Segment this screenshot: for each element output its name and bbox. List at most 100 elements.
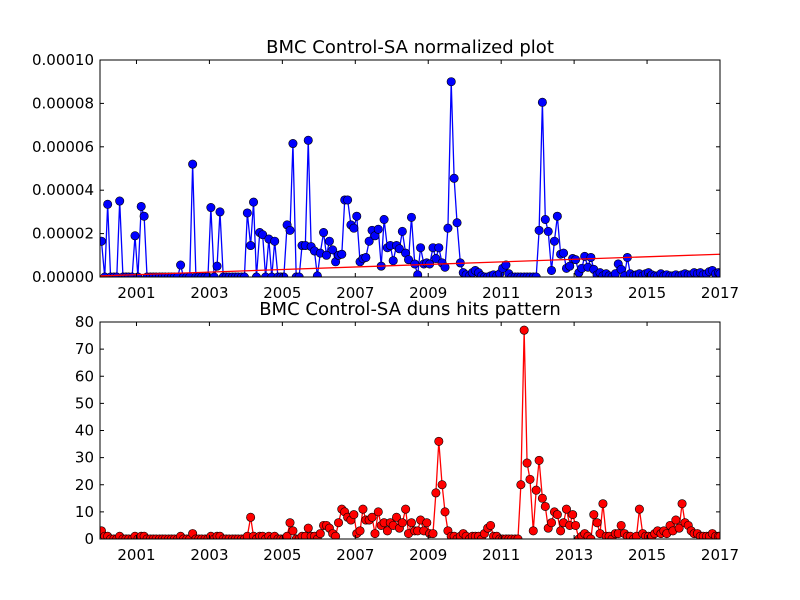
x-tick-label: 2011 bbox=[482, 546, 520, 564]
y-tick-label: 0.00010 bbox=[32, 51, 94, 69]
data-point bbox=[422, 518, 432, 528]
data-point bbox=[449, 173, 459, 183]
x-tick-label: 2003 bbox=[190, 546, 228, 564]
data-point bbox=[552, 211, 562, 221]
data-point bbox=[382, 526, 392, 536]
data-point bbox=[206, 203, 216, 213]
data-point bbox=[212, 261, 222, 271]
data-point bbox=[355, 526, 365, 536]
data-point bbox=[139, 211, 149, 221]
data-point bbox=[136, 201, 146, 211]
data-point bbox=[592, 518, 602, 528]
data-point bbox=[534, 455, 544, 465]
data-point bbox=[103, 199, 113, 209]
data-point bbox=[674, 523, 684, 533]
y-tick-label: 0.00004 bbox=[32, 181, 94, 199]
x-tick-label: 2007 bbox=[336, 284, 374, 302]
x-tick-label: 2009 bbox=[409, 284, 447, 302]
data-point bbox=[392, 512, 402, 522]
x-tick-label: 2009 bbox=[409, 546, 447, 564]
data-point bbox=[319, 228, 329, 238]
data-point bbox=[428, 529, 438, 539]
data-point bbox=[130, 231, 140, 241]
data-point bbox=[373, 507, 383, 517]
data-point bbox=[331, 531, 341, 539]
data-point bbox=[379, 215, 389, 225]
y-tick-label: 0 bbox=[84, 530, 94, 548]
y-tick-label: 80 bbox=[75, 313, 94, 331]
data-point bbox=[568, 510, 578, 520]
data-point bbox=[528, 526, 538, 536]
data-point bbox=[431, 488, 441, 498]
trend-line bbox=[100, 253, 720, 277]
data-point bbox=[312, 271, 322, 277]
x-tick-label: 2013 bbox=[555, 546, 593, 564]
data-point bbox=[616, 520, 626, 530]
data-point bbox=[565, 261, 575, 271]
data-point bbox=[367, 512, 377, 522]
data-point bbox=[522, 458, 532, 468]
data-point bbox=[410, 259, 420, 269]
data-point bbox=[246, 512, 256, 522]
x-tick-label: 2017 bbox=[701, 284, 739, 302]
data-point bbox=[337, 249, 347, 259]
data-point bbox=[406, 518, 416, 528]
data-point bbox=[598, 499, 608, 509]
y-tick-label: 60 bbox=[75, 367, 94, 385]
data-point bbox=[285, 518, 295, 528]
data-point bbox=[215, 207, 225, 217]
data-point bbox=[525, 474, 535, 484]
data-point bbox=[270, 236, 280, 246]
data-point bbox=[531, 485, 541, 495]
x-tick-label: 2011 bbox=[482, 284, 520, 302]
data-point bbox=[246, 241, 256, 251]
data-point bbox=[440, 262, 450, 272]
data-point bbox=[540, 501, 550, 511]
data-point bbox=[671, 515, 681, 525]
data-point bbox=[434, 243, 444, 253]
data-point bbox=[452, 218, 462, 228]
data-point bbox=[349, 510, 359, 520]
y-tick-label: 0.00008 bbox=[32, 94, 94, 112]
data-point bbox=[358, 504, 368, 514]
data-point bbox=[188, 159, 198, 169]
data-point bbox=[349, 223, 359, 233]
data-point bbox=[288, 526, 298, 536]
data-point bbox=[324, 236, 334, 246]
x-tick-label: 2005 bbox=[263, 284, 301, 302]
axes-frame bbox=[99, 59, 721, 278]
data-point bbox=[540, 215, 550, 225]
data-point bbox=[519, 325, 529, 335]
data-point bbox=[677, 499, 687, 509]
chart-title-duns-hits: BMC Control-SA duns hits pattern bbox=[259, 299, 561, 320]
data-point bbox=[516, 480, 526, 490]
data-point bbox=[571, 520, 581, 530]
x-tick-label: 2013 bbox=[555, 284, 593, 302]
data-point bbox=[501, 260, 511, 270]
data-point bbox=[437, 480, 447, 490]
x-tick-label: 2007 bbox=[336, 546, 374, 564]
chart-title-normalized: BMC Control-SA normalized plot bbox=[266, 37, 554, 58]
normalized-plot-area: 2001 2003 2005 2007 2009 2011 2013 2015 2017 0.00… bbox=[32, 51, 739, 302]
data-point bbox=[543, 226, 553, 236]
x-tick-label: 2001 bbox=[117, 546, 155, 564]
data-point bbox=[394, 244, 404, 254]
data-point bbox=[370, 529, 380, 539]
data-point bbox=[373, 224, 383, 234]
data-point bbox=[537, 97, 547, 107]
data-point bbox=[361, 252, 371, 262]
data-point bbox=[586, 252, 596, 262]
data-point bbox=[549, 236, 559, 246]
data-point bbox=[413, 270, 423, 277]
data-point bbox=[364, 236, 374, 246]
data-point bbox=[258, 230, 268, 240]
data-point bbox=[589, 510, 599, 520]
data-point bbox=[547, 265, 557, 275]
data-point bbox=[446, 77, 456, 87]
data-point bbox=[343, 195, 353, 205]
data-point bbox=[559, 248, 569, 258]
y-tick-label: 50 bbox=[75, 394, 94, 412]
data-point bbox=[416, 243, 426, 253]
data-point bbox=[397, 226, 407, 236]
